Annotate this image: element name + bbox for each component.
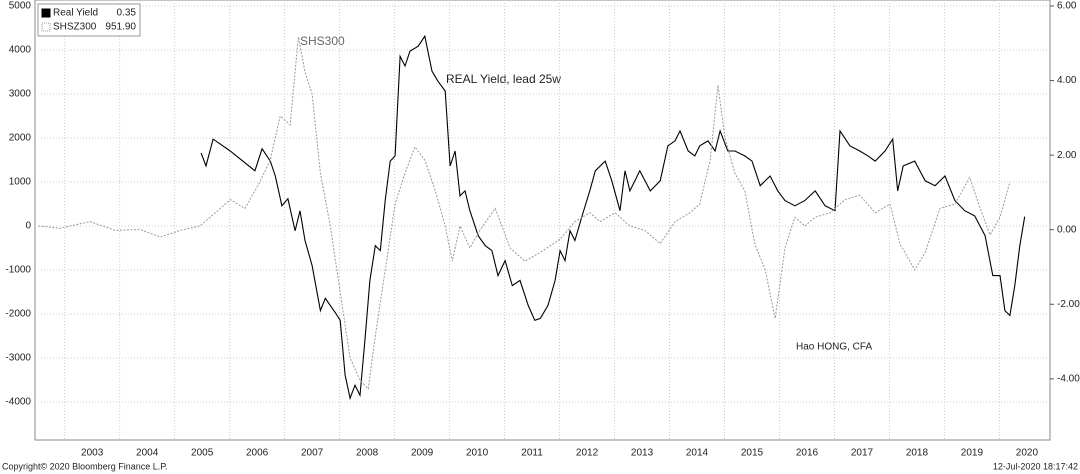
y-tick-label: -2000 xyxy=(5,309,31,320)
y-tick-label: -3000 xyxy=(5,353,31,364)
footer: Copyright© 2020 Bloomberg Finance L.P. xyxy=(2,461,168,471)
x-tick-label: 2009 xyxy=(411,448,434,459)
x-tick-label: 2016 xyxy=(796,448,819,459)
y-tick-label: -4000 xyxy=(5,397,31,408)
x-tick-label: 2007 xyxy=(301,448,324,459)
y2-tick-label: 4.00 xyxy=(1057,75,1077,86)
line-series xyxy=(200,34,1026,401)
y2-tick-label: -2.00 xyxy=(1057,299,1080,310)
x-tick-label: 2020 xyxy=(1016,448,1039,459)
x-tick-label: 2008 xyxy=(356,448,379,459)
legend-box xyxy=(37,3,141,37)
y-tick-label: 3000 xyxy=(9,89,32,100)
x-tick-label: 2015 xyxy=(741,448,764,459)
annotation: SHS300 xyxy=(300,34,345,48)
x-tick-label: 2018 xyxy=(906,448,929,459)
line-series xyxy=(38,36,1011,390)
x-tick-label: 2006 xyxy=(246,448,269,459)
x-tick-label: 2003 xyxy=(81,448,104,459)
legend-label: Real Yield xyxy=(53,8,98,19)
x-tick-label: 2004 xyxy=(136,448,159,459)
x-tick-label: 2019 xyxy=(961,448,984,459)
y2-tick-label: 0.00 xyxy=(1057,224,1077,235)
legend-label: SHSZ300 xyxy=(53,22,97,33)
y-tick-label: 5000 xyxy=(9,1,32,12)
legend-swatch xyxy=(41,22,51,32)
x-tick-label: 2017 xyxy=(851,448,874,459)
x-tick-label: 2014 xyxy=(686,448,709,459)
y-tick-label: -1000 xyxy=(5,265,31,276)
legend-value: 951.90 xyxy=(105,22,136,33)
y-tick-label: 1000 xyxy=(9,177,32,188)
x-tick-label: 2013 xyxy=(631,448,654,459)
y-tick-label: 0 xyxy=(25,221,31,232)
y2-tick-label: 2.00 xyxy=(1057,150,1077,161)
y-tick-label: 4000 xyxy=(9,45,32,56)
footer: 12-Jul-2020 18:17:42 xyxy=(993,461,1078,471)
x-tick-label: 2011 xyxy=(521,448,543,459)
legend-value: 0.35 xyxy=(117,8,137,19)
annotation: Hao HONG, CFA xyxy=(796,342,872,353)
x-tick-label: 2010 xyxy=(466,448,489,459)
x-tick-label: 2005 xyxy=(191,448,214,459)
legend-swatch xyxy=(41,8,51,18)
annotation: REAL Yield, lead 25w xyxy=(446,72,561,86)
plot-frame xyxy=(34,0,1051,441)
x-tick-label: 2012 xyxy=(576,448,599,459)
y-tick-label: 2000 xyxy=(9,133,32,144)
y2-tick-label: -4.00 xyxy=(1057,373,1080,384)
y2-tick-label: 6.00 xyxy=(1057,1,1077,12)
